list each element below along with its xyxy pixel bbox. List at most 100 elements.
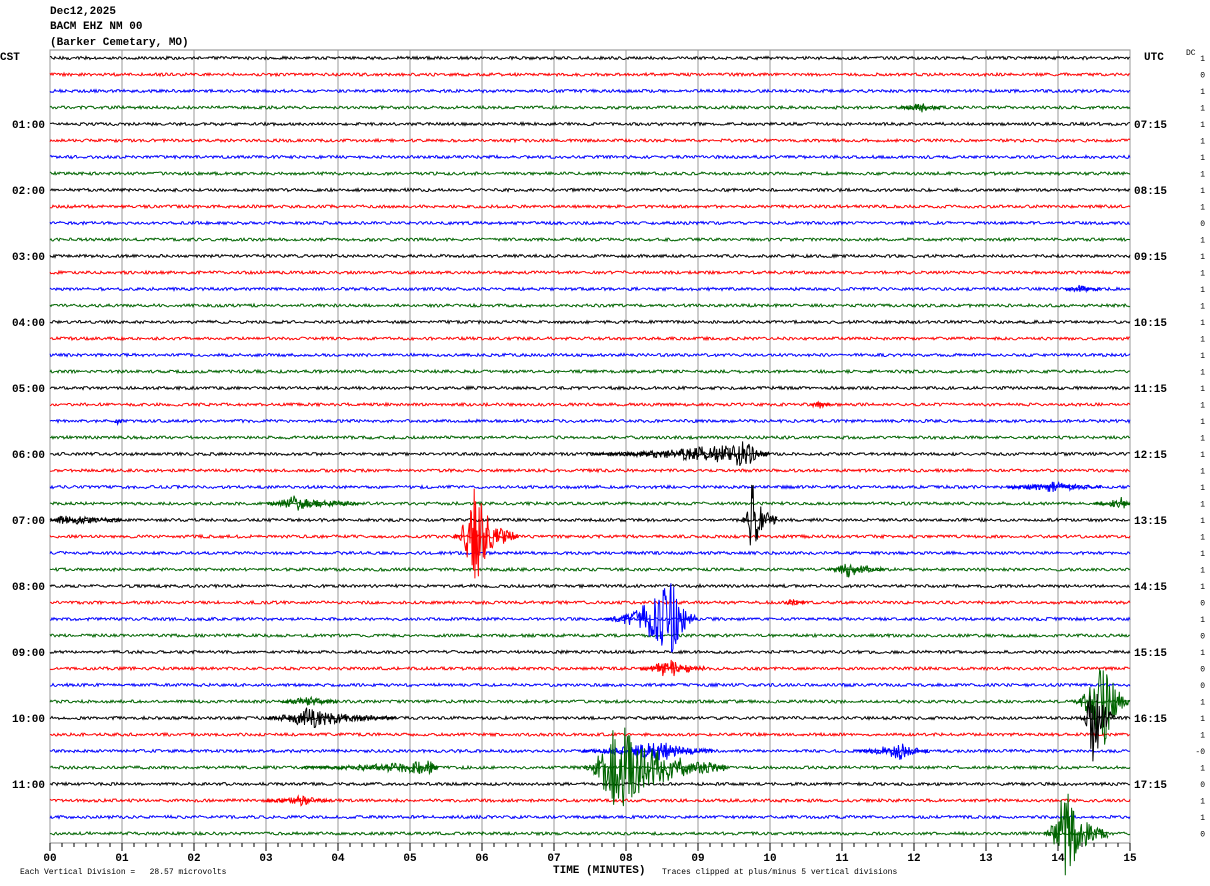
trace bbox=[49, 566, 1131, 573]
trace bbox=[49, 649, 1131, 655]
seismic-event bbox=[301, 760, 439, 776]
seismic-event bbox=[1064, 284, 1102, 294]
seismic-event bbox=[1093, 497, 1131, 509]
seismic-event bbox=[114, 419, 123, 427]
utc-label: 09:15 bbox=[1134, 252, 1167, 264]
x-axis-label: TIME (MINUTES) bbox=[553, 865, 645, 877]
dc-label: 1 bbox=[1200, 699, 1205, 708]
cst-label: 09:00 bbox=[12, 648, 45, 660]
trace bbox=[49, 352, 1131, 358]
utc-label: 15:15 bbox=[1134, 648, 1167, 660]
dc-label: 1 bbox=[1200, 550, 1205, 559]
trace bbox=[49, 550, 1131, 556]
dc-label: 1 bbox=[1200, 732, 1205, 741]
dc-label: 1 bbox=[1200, 567, 1205, 576]
dc-label: 1 bbox=[1200, 501, 1205, 510]
trace bbox=[49, 632, 1131, 639]
dc-label: 1 bbox=[1200, 171, 1205, 180]
seismic-event bbox=[265, 794, 331, 807]
x-tick-label: 00 bbox=[43, 853, 56, 865]
dc-label: 1 bbox=[1200, 814, 1205, 823]
dc-label: 1 bbox=[1200, 418, 1205, 427]
trace bbox=[49, 253, 1131, 259]
plot-frame bbox=[49, 49, 1131, 844]
x-tick-label: 11 bbox=[835, 853, 849, 865]
trace bbox=[49, 137, 1131, 144]
trace bbox=[49, 319, 1131, 325]
x-tick-label: 13 bbox=[979, 853, 993, 865]
cst-label: 10:00 bbox=[12, 714, 45, 726]
trace bbox=[49, 203, 1131, 210]
scale-note: Each Vertical Division = 28.57 microvolt… bbox=[20, 868, 227, 877]
trace bbox=[49, 698, 1131, 705]
seismic-event bbox=[582, 742, 713, 761]
dc-label: 1 bbox=[1200, 534, 1205, 543]
trace bbox=[50, 467, 1131, 474]
dc-label: 1 bbox=[1200, 88, 1205, 97]
trace bbox=[49, 418, 1131, 424]
dc-label: 1 bbox=[1200, 402, 1205, 411]
trace bbox=[49, 55, 1131, 61]
header-line: Dec12,2025 bbox=[50, 6, 116, 18]
trace bbox=[49, 236, 1131, 243]
dc-label: 1 bbox=[1200, 286, 1205, 295]
trace bbox=[49, 665, 1131, 672]
dc-label: 1 bbox=[1200, 270, 1205, 279]
trace bbox=[49, 517, 1131, 523]
trace bbox=[49, 500, 1131, 507]
utc-label: 08:15 bbox=[1134, 186, 1167, 198]
seismic-event bbox=[49, 515, 122, 525]
trace bbox=[49, 385, 1131, 392]
trace bbox=[49, 220, 1131, 226]
utc-label: 11:15 bbox=[1134, 384, 1167, 396]
trace bbox=[50, 616, 1131, 622]
seismic-event bbox=[280, 695, 339, 706]
cst-label: 11:00 bbox=[12, 780, 45, 792]
utc-label: 07:15 bbox=[1134, 120, 1167, 132]
seismic-event bbox=[1043, 793, 1109, 876]
cst-label: 05:00 bbox=[12, 384, 45, 396]
dc-label: 1 bbox=[1200, 385, 1205, 394]
dc-label: 1 bbox=[1200, 121, 1205, 130]
utc-label: 16:15 bbox=[1134, 714, 1167, 726]
dc-label: 1 bbox=[1200, 616, 1205, 625]
cst-label: 01:00 bbox=[12, 120, 45, 132]
dc-label: 1 bbox=[1200, 253, 1205, 262]
dc-label: 1 bbox=[1200, 435, 1205, 444]
trace bbox=[49, 302, 1131, 309]
traces bbox=[49, 55, 1131, 876]
dc-title: DC bbox=[1186, 49, 1196, 58]
trace bbox=[49, 401, 1131, 408]
header-line: (Barker Cemetary, MO) bbox=[50, 37, 189, 49]
dc-label: 0 bbox=[1200, 781, 1205, 790]
dc-label: 1 bbox=[1200, 204, 1205, 213]
trace bbox=[49, 434, 1131, 441]
header-line: BACM EHZ NM 00 bbox=[50, 21, 142, 33]
dc-label: 1 bbox=[1200, 451, 1205, 460]
x-tick-label: 06 bbox=[475, 853, 488, 865]
dc-label: 1 bbox=[1200, 649, 1205, 658]
trace bbox=[50, 682, 1131, 688]
x-tick-label: 15 bbox=[1123, 853, 1137, 865]
seismic-event bbox=[604, 583, 698, 653]
x-tick-label: 01 bbox=[115, 853, 129, 865]
utc-label: 14:15 bbox=[1134, 582, 1167, 594]
trace bbox=[49, 814, 1131, 820]
seismic-event bbox=[1007, 481, 1102, 493]
trace bbox=[49, 451, 1131, 457]
x-tick-label: 04 bbox=[331, 853, 345, 865]
dc-label: 1 bbox=[1200, 798, 1205, 807]
dc-label: -0 bbox=[1195, 748, 1205, 757]
dc-label: 0 bbox=[1200, 600, 1205, 609]
left-title: CST bbox=[0, 52, 20, 64]
cst-label: 02:00 bbox=[12, 186, 45, 198]
trace bbox=[49, 104, 1131, 111]
trace bbox=[49, 335, 1131, 342]
trace bbox=[49, 830, 1131, 837]
seismic-event bbox=[582, 727, 727, 807]
dc-label: 0 bbox=[1200, 220, 1205, 229]
trace bbox=[49, 88, 1131, 94]
seismic-event bbox=[855, 743, 929, 760]
dc-label: 0 bbox=[1200, 666, 1205, 675]
seismic-event bbox=[265, 495, 360, 511]
